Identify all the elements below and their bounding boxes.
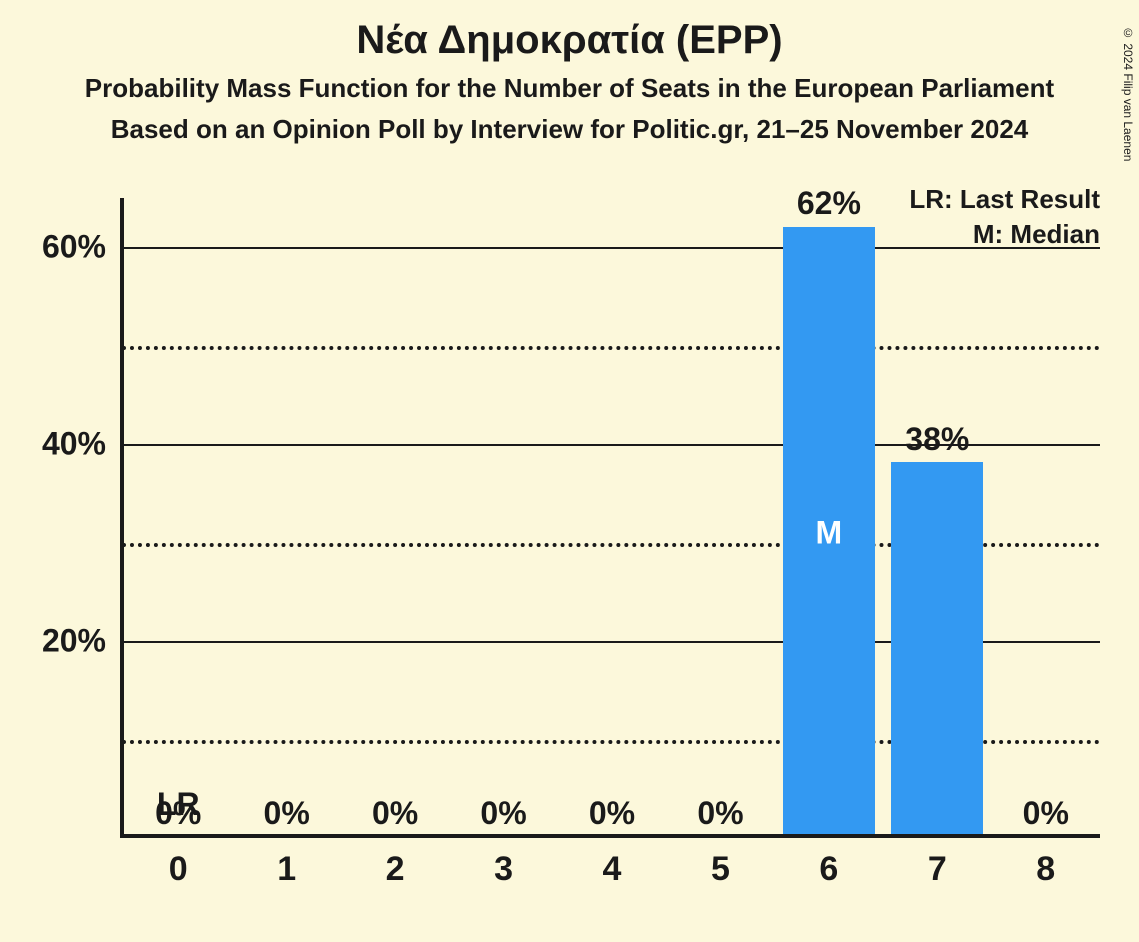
x-tick-label: 7: [928, 838, 947, 889]
x-tick-label: 0: [169, 838, 188, 889]
gridline-major: [122, 247, 1100, 249]
bar-value-label: 62%: [797, 185, 861, 222]
median-marker: M: [816, 514, 843, 551]
x-tick-label: 3: [494, 838, 513, 889]
x-tick-label: 5: [711, 838, 730, 889]
x-tick-label: 6: [819, 838, 838, 889]
x-tick-label: 4: [603, 838, 622, 889]
copyright-text: © 2024 Filip van Laenen: [1121, 26, 1135, 161]
y-tick-label: 60%: [42, 229, 120, 266]
chart-subtitle-2: Based on an Opinion Poll by Interview fo…: [0, 114, 1139, 145]
chart-title: Νέα Δημοκρατία (EPP): [0, 18, 1139, 63]
bar-value-label: 0%: [589, 795, 635, 832]
bar-value-label: 38%: [905, 421, 969, 458]
legend-lr: LR: Last Result: [909, 184, 1100, 215]
y-tick-label: 40%: [42, 426, 120, 463]
y-tick-label: 20%: [42, 623, 120, 660]
bar-value-label: 0%: [480, 795, 526, 832]
bar: [891, 462, 983, 834]
chart-subtitle-1: Probability Mass Function for the Number…: [0, 73, 1139, 104]
chart-plot-area: LR: Last Result M: Median 20%40%60%0%LR0…: [120, 198, 1100, 838]
x-tick-label: 2: [386, 838, 405, 889]
bar-value-label: 0%: [697, 795, 743, 832]
x-tick-label: 1: [277, 838, 296, 889]
bar-value-label: 0%: [1023, 795, 1069, 832]
legend-m: M: Median: [909, 219, 1100, 250]
gridline-minor: [122, 346, 1100, 350]
x-tick-label: 8: [1036, 838, 1055, 889]
legend: LR: Last Result M: Median: [909, 184, 1100, 254]
bar-value-label: 0%: [372, 795, 418, 832]
bar-value-label: 0%: [264, 795, 310, 832]
lr-marker: LR: [157, 786, 200, 823]
